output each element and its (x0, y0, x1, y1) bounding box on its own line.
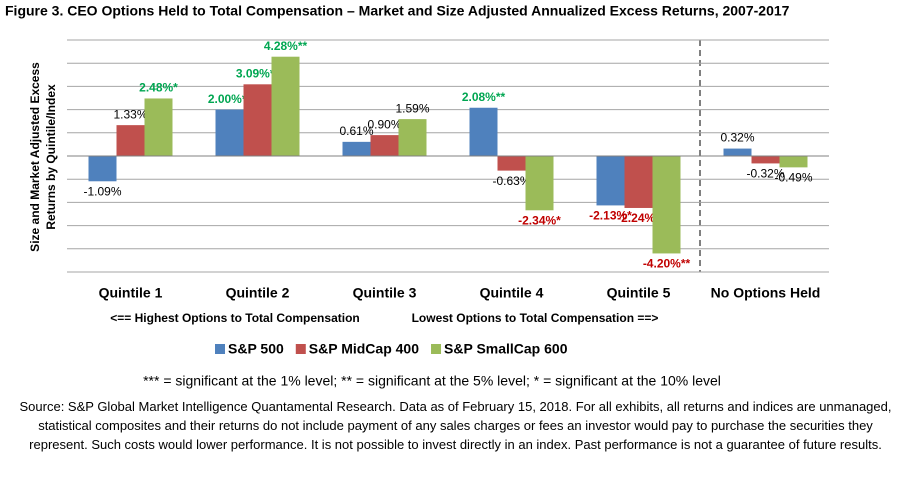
bar (398, 119, 427, 156)
x-tick-label: Quintile 5 (607, 285, 671, 301)
value-label: 2.48%* (139, 81, 178, 95)
x-tick-label: No Options Held (711, 285, 821, 301)
bar (215, 109, 244, 156)
value-label: -0.32% (746, 167, 784, 181)
bar (596, 156, 625, 206)
bar (779, 156, 808, 168)
value-label: 1.59% (395, 101, 429, 115)
legend-label: S&P MidCap 400 (309, 341, 419, 357)
bar (271, 56, 300, 157)
bar (116, 125, 145, 156)
bar (751, 156, 780, 164)
bar (723, 148, 752, 156)
y-axis-label: Returns by Quintile/Index (44, 84, 58, 230)
x-tick-label: Quintile 1 (99, 285, 163, 301)
value-label: -2.24%* (617, 211, 660, 225)
value-label: -1.09% (83, 184, 121, 198)
bar (497, 156, 526, 171)
bar (342, 141, 371, 156)
bar (88, 156, 117, 182)
value-label: 3.09%** (236, 66, 280, 80)
bar (144, 98, 173, 156)
chart-title: Figure 3. CEO Options Held to Total Comp… (5, 3, 790, 19)
annotation: Lowest Options to Total Compensation ==> (412, 311, 659, 325)
value-label: 1.33% (113, 107, 147, 121)
value-label: -0.63% (492, 174, 530, 188)
value-label: 0.61% (339, 124, 373, 138)
value-label: -0.49% (774, 171, 812, 185)
value-label: 2.08%** (462, 90, 506, 104)
legend-swatch (431, 344, 442, 354)
annotation: <== Highest Options to Total Compensatio… (110, 311, 359, 325)
bar (243, 84, 272, 156)
value-label: -2.34%* (518, 213, 561, 227)
value-label: 0.32% (720, 131, 754, 145)
legend-label: S&P 500 (228, 341, 284, 357)
y-axis-label: Size and Market Adjusted Excess (28, 62, 42, 252)
source-note: Source: S&P Global Market Intelligence Q… (19, 399, 892, 452)
bar (652, 156, 681, 254)
bar (624, 156, 653, 208)
legend-swatch (295, 344, 306, 354)
bar (370, 135, 399, 156)
value-label: 4.28%** (264, 39, 308, 53)
footnote: *** = significant at the 1% level; ** = … (143, 373, 721, 389)
value-label: -4.20%** (643, 257, 691, 271)
bar (469, 107, 498, 156)
bar (525, 156, 554, 211)
value-label: 2.00%** (208, 92, 252, 106)
legend-label: S&P SmallCap 600 (444, 341, 568, 357)
value-label: -2.13%* (589, 209, 632, 223)
x-tick-label: Quintile 3 (353, 285, 417, 301)
legend-swatch (215, 344, 225, 354)
x-tick-label: Quintile 4 (480, 285, 544, 301)
value-label: 0.90% (367, 117, 401, 131)
x-tick-label: Quintile 2 (226, 285, 290, 301)
